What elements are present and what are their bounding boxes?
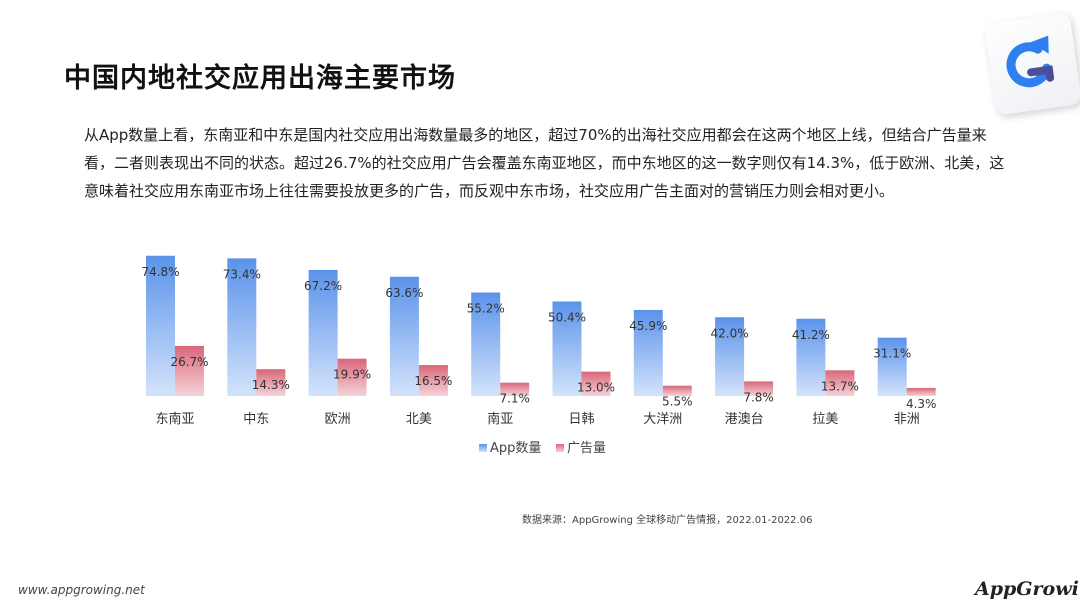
data-label-ad-2: 19.9% bbox=[333, 368, 371, 382]
category-label-1: 中东 bbox=[243, 412, 269, 427]
data-label-app-3: 63.6% bbox=[385, 286, 423, 300]
data-label-app-2: 67.2% bbox=[304, 279, 342, 293]
bar-app-3 bbox=[389, 276, 419, 396]
bar-app-6 bbox=[633, 309, 663, 396]
category-label-8: 拉美 bbox=[812, 412, 838, 427]
chart-legend: App数量 广告量 bbox=[479, 441, 606, 456]
category-label-6: 大洋洲 bbox=[643, 412, 682, 427]
category-label-5: 日韩 bbox=[568, 412, 594, 427]
data-label-ad-5: 13.0% bbox=[577, 381, 615, 395]
bar-app-2 bbox=[308, 270, 338, 396]
bar-app-7 bbox=[715, 317, 745, 396]
data-label-app-7: 42.0% bbox=[711, 326, 749, 340]
bar-app-0 bbox=[146, 255, 175, 396]
category-label-4: 南亚 bbox=[487, 411, 513, 427]
category-label-0: 东南亚 bbox=[155, 411, 194, 427]
summary-paragraph: 从App数量上看，东南亚和中东是国内社交应用出海数量最多的地区，超过70%的出海… bbox=[84, 126, 1005, 200]
bar-ad-3 bbox=[418, 365, 448, 396]
bar-app-5 bbox=[552, 301, 582, 396]
bars-group: 74.8% 26.7% 东南亚 73.4% 14.3% 中东 67.2% 19.9% 欧洲 63.… bbox=[141, 255, 937, 427]
data-source-note: 数据来源：AppGrowing 全球移动广告情报，2022.01-2022.06 bbox=[522, 515, 813, 526]
data-label-app-1: 73.4% bbox=[223, 267, 261, 281]
data-label-app-0: 74.8% bbox=[141, 265, 179, 279]
page-title: 中国内地社交应用出海主要市场 bbox=[64, 63, 456, 94]
bar-app-8 bbox=[796, 318, 826, 396]
legend-label-app: App数量 bbox=[490, 441, 541, 456]
bar-ad-9 bbox=[906, 387, 936, 396]
data-label-ad-4: 7.1% bbox=[499, 392, 530, 406]
data-label-ad-7: 7.8% bbox=[743, 390, 774, 404]
bar-app-1 bbox=[227, 258, 257, 396]
category-label-3: 北美 bbox=[406, 412, 432, 427]
bar-ad-1 bbox=[256, 369, 286, 396]
footer-brand-logo: AppGrowing bbox=[975, 578, 1080, 600]
bar-ad-7 bbox=[744, 381, 774, 396]
data-label-app-9: 31.1% bbox=[873, 347, 911, 361]
bar-ad-8 bbox=[825, 370, 855, 396]
data-label-ad-3: 16.5% bbox=[414, 374, 452, 388]
data-label-app-8: 41.2% bbox=[792, 328, 830, 342]
legend-swatch-ad bbox=[556, 444, 564, 452]
category-label-2: 欧洲 bbox=[325, 412, 351, 427]
bar-chart: 74.8% 26.7% 东南亚 73.4% 14.3% 中东 67.2% 19.9% 欧洲 63.… bbox=[141, 255, 937, 456]
category-label-7: 港澳台 bbox=[725, 411, 764, 427]
bar-ad-0 bbox=[175, 345, 204, 396]
data-label-app-6: 45.9% bbox=[629, 319, 667, 333]
data-label-ad-1: 14.3% bbox=[252, 378, 290, 392]
bar-ad-5 bbox=[581, 371, 611, 396]
appgrowing-logo-icon bbox=[1006, 35, 1055, 88]
data-label-ad-6: 5.5% bbox=[662, 395, 693, 409]
bar-ad-2 bbox=[337, 358, 367, 396]
bar-ad-4 bbox=[500, 382, 530, 396]
category-label-9: 非洲 bbox=[894, 412, 920, 427]
data-label-ad-0: 26.7% bbox=[170, 355, 208, 369]
data-label-app-4: 55.2% bbox=[467, 302, 505, 316]
data-label-ad-8: 13.7% bbox=[821, 379, 859, 393]
data-label-app-5: 50.4% bbox=[548, 311, 586, 325]
bar-app-9 bbox=[877, 337, 907, 396]
bar-app-4 bbox=[471, 292, 501, 396]
data-label-ad-9: 4.3% bbox=[906, 397, 937, 411]
logo-tile bbox=[984, 12, 1080, 116]
bar-ad-6 bbox=[662, 385, 692, 396]
footer-url: www.appgrowing.net bbox=[18, 583, 145, 597]
legend-label-ad: 广告量 bbox=[567, 441, 606, 456]
legend-swatch-app bbox=[479, 444, 487, 452]
